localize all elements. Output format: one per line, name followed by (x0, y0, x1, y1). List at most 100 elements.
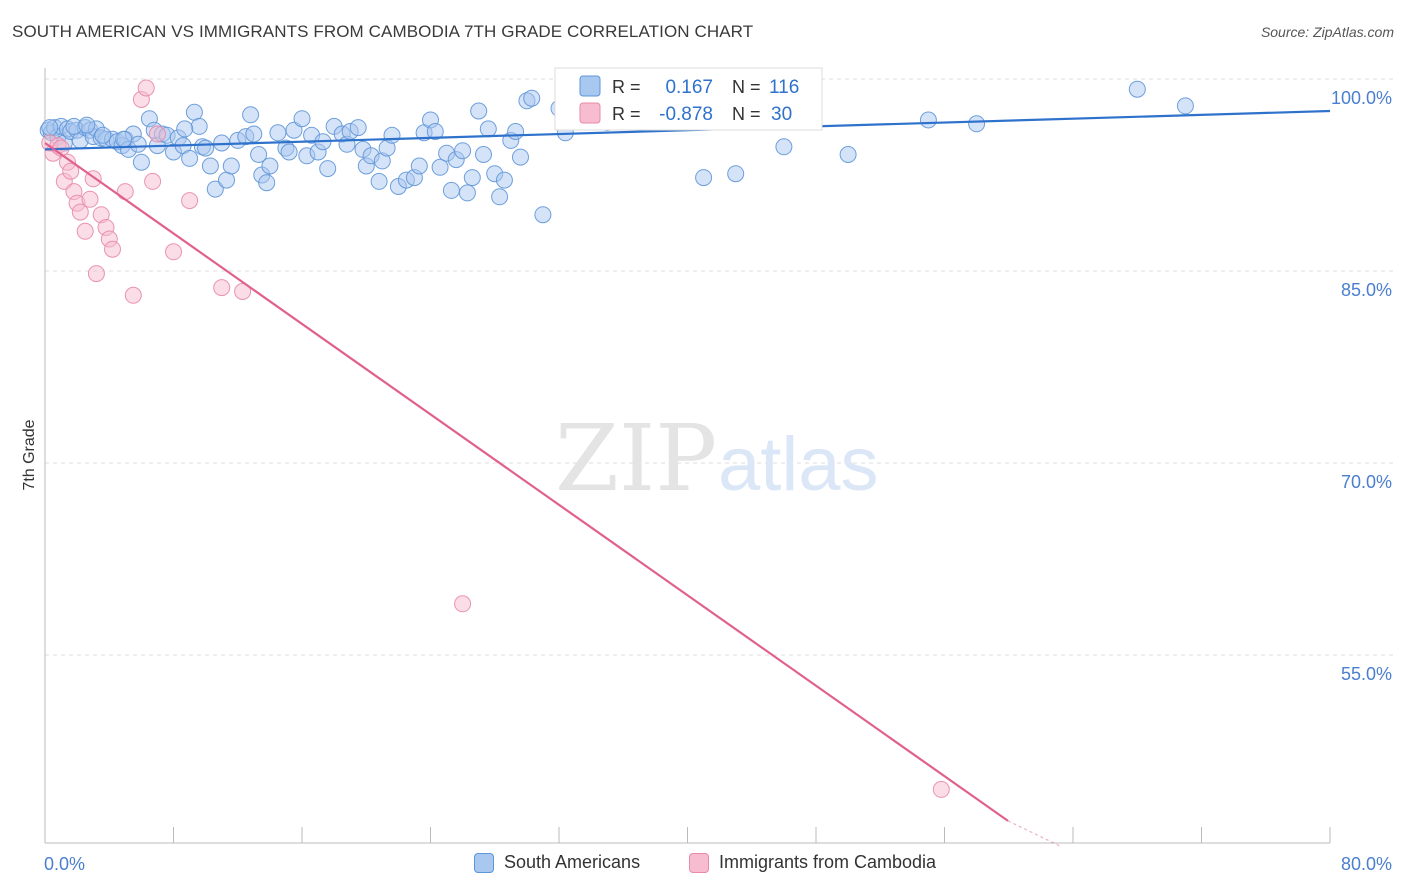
cambodia-point (144, 172, 162, 190)
legend-swatch-blue (579, 75, 601, 97)
south-americans-point (78, 116, 96, 134)
cambodia-point (148, 125, 166, 143)
south-americans-point (410, 157, 428, 175)
south-americans-point (727, 165, 745, 183)
legend-swatch-cambodia (689, 852, 709, 873)
cambodia-point (76, 222, 94, 240)
south-americans-point (523, 89, 541, 107)
cambodia-point (81, 190, 99, 208)
south-americans-point (475, 146, 492, 163)
south-americans-point (349, 119, 367, 137)
south-americans-point (919, 111, 937, 129)
y-tick-label: 55.0% (1341, 664, 1392, 684)
cambodia-trend-line (44, 142, 1009, 822)
cambodia-point (116, 183, 134, 201)
legend-swatch-south-americans (474, 852, 494, 873)
south-americans-point (293, 110, 311, 128)
south-americans-point (775, 138, 793, 156)
legend-item-cambodia: Immigrants from Cambodia (689, 852, 936, 873)
south-americans-point (479, 120, 497, 138)
south-americans-point (431, 158, 449, 176)
south-americans-point (190, 117, 208, 135)
cambodia-point (165, 243, 182, 261)
cambodia-trend-line-extension (1007, 820, 1063, 848)
south-americans-point (222, 157, 240, 175)
south-americans-point (470, 102, 488, 120)
south-americans-point (250, 146, 268, 163)
south-americans-point (454, 142, 472, 160)
south-americans-point (185, 103, 203, 121)
cambodia-point (62, 162, 80, 180)
y-tick-label: 100.0% (1331, 88, 1392, 108)
source-label: Source: ZipAtlas.com (1260, 24, 1394, 40)
south-americans-point (261, 157, 279, 175)
south-americans-point (458, 184, 476, 202)
south-americans-point (695, 169, 713, 187)
south-americans-point (197, 139, 215, 157)
south-americans-point (491, 188, 509, 206)
south-americans-points (39, 76, 1194, 224)
south-americans-point (206, 180, 224, 198)
x-tick-labels: 0.0% 80.0% (44, 854, 1392, 874)
cambodia-point (181, 192, 199, 210)
south-americans-point (1128, 80, 1146, 98)
cambodia-point (87, 265, 105, 283)
south-americans-point (129, 135, 147, 153)
south-americans-point (383, 126, 401, 144)
legend-r-label-2: R = (612, 104, 641, 124)
legend-r-value-1: 0.167 (665, 77, 713, 98)
x-tick-label: 80.0% (1341, 854, 1392, 874)
series-legend: South Americans Immigrants from Cambodia (0, 852, 1406, 880)
grid-lines (45, 78, 1395, 656)
legend-n-value-2: 30 (771, 104, 792, 125)
cambodia-point (124, 286, 142, 304)
legend-swatch-pink (579, 102, 601, 124)
south-americans-point (370, 172, 388, 190)
legend-r-value-2: -0.878 (659, 104, 713, 125)
south-americans-point (495, 171, 513, 189)
south-americans-point (94, 126, 112, 144)
cambodia-points (41, 79, 950, 798)
axes (44, 68, 1331, 844)
cambodia-point (454, 595, 472, 613)
south-americans-point (176, 120, 194, 138)
south-americans-point (426, 123, 444, 140)
south-americans-point (512, 148, 529, 166)
south-americans-point (534, 206, 552, 224)
south-americans-point (242, 106, 260, 124)
south-americans-point (201, 157, 219, 175)
south-americans-point (132, 153, 150, 171)
south-americans-point (280, 143, 298, 161)
cambodia-point (213, 279, 231, 297)
y-tick-label: 70.0% (1341, 472, 1392, 492)
cambodia-point (932, 780, 950, 798)
watermark: ZIP atlas (555, 405, 879, 512)
south-americans-point (41, 119, 59, 137)
south-americans-point (968, 115, 986, 133)
south-americans-point (319, 160, 337, 178)
south-americans-point (115, 130, 133, 148)
south-americans-point (507, 123, 525, 140)
legend-r-label-1: R = (612, 77, 641, 97)
y-tick-label: 85.0% (1341, 280, 1392, 300)
legend-n-label-2: N = (732, 104, 761, 124)
x-tick-label: 0.0% (44, 854, 85, 874)
legend-label-cambodia: Immigrants from Cambodia (719, 852, 937, 872)
south-americans-point (245, 125, 263, 143)
cambodia-point (104, 240, 121, 258)
south-americans-point (442, 181, 460, 199)
south-americans-point (269, 124, 287, 142)
cambodia-point (137, 79, 155, 97)
cambodia-point (71, 203, 89, 221)
chart-title: SOUTH AMERICAN VS IMMIGRANTS FROM CAMBOD… (12, 22, 754, 41)
cambodia-point (234, 283, 252, 300)
watermark-atlas: atlas (718, 422, 879, 507)
south-americans-point (1176, 97, 1194, 115)
south-americans-point (258, 174, 276, 192)
legend-n-label-1: N = (732, 77, 761, 97)
south-americans-point (218, 171, 235, 189)
legend-item-south-americans: South Americans (474, 852, 640, 873)
legend-label-south-americans: South Americans (504, 852, 641, 872)
south-americans-point (181, 149, 199, 167)
